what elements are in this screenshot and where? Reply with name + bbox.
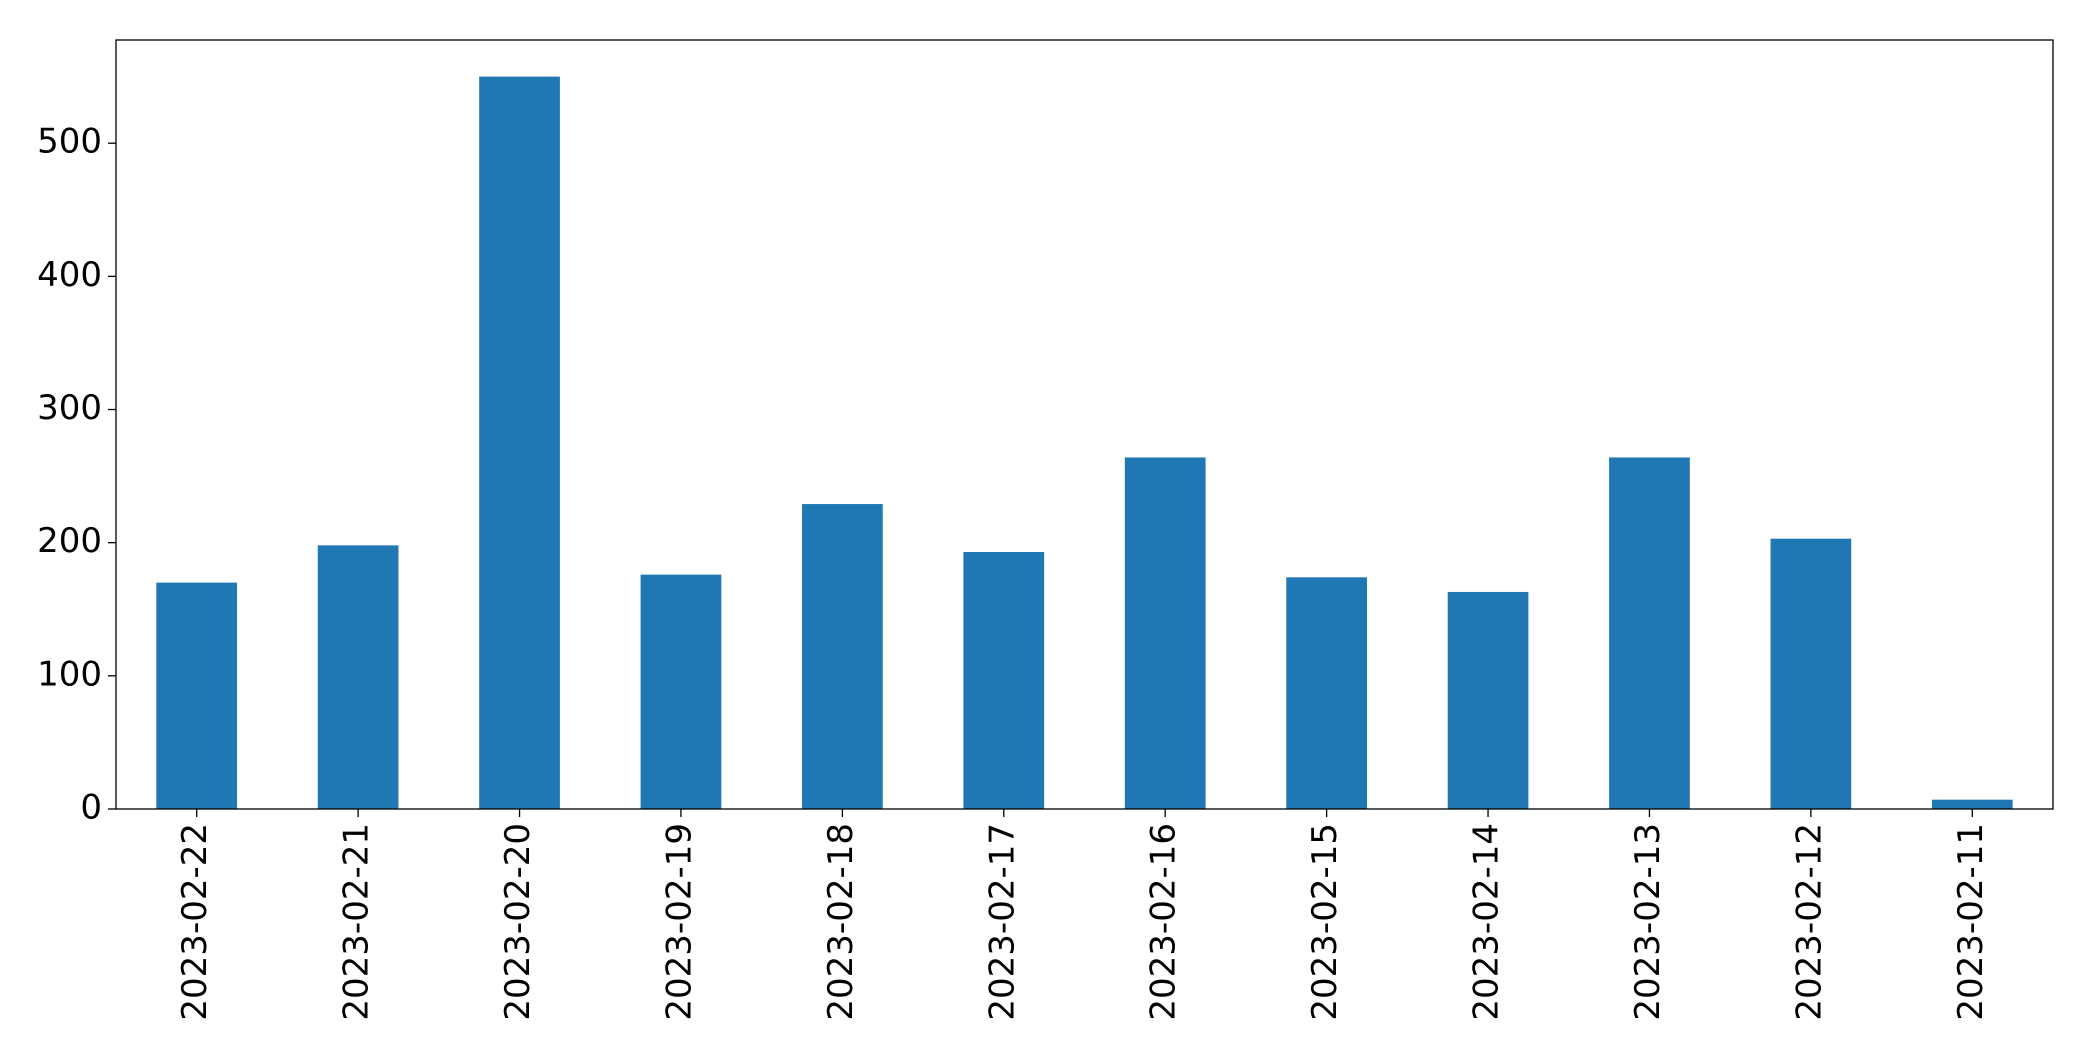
bar [640, 574, 722, 809]
y-tick-label: 0 [80, 788, 102, 828]
y-tick-label: 100 [37, 654, 102, 694]
bar [1124, 457, 1206, 809]
bar [479, 76, 560, 810]
x-tick-label: 2023-02-22 [175, 823, 215, 1021]
bar [1286, 577, 1367, 809]
y-tick-label: 500 [37, 122, 102, 162]
bar [317, 545, 399, 809]
x-tick-label: 2023-02-19 [659, 823, 699, 1021]
y-tick-label: 400 [37, 255, 102, 295]
y-tick-label: 300 [37, 388, 102, 428]
x-tick-label: 2023-02-18 [821, 823, 861, 1021]
bar [1609, 457, 1690, 809]
x-tick-label: 2023-02-16 [1144, 823, 1184, 1021]
y-tick-label: 200 [37, 521, 102, 561]
x-tick-label: 2023-02-20 [498, 823, 538, 1021]
bar [156, 582, 238, 809]
x-tick-label: 2023-02-13 [1628, 823, 1668, 1021]
bar [1447, 591, 1529, 809]
bar [1770, 538, 1852, 809]
bar [802, 504, 883, 809]
bar [1931, 799, 2013, 809]
bar [963, 552, 1045, 809]
x-tick-label: 2023-02-12 [1789, 823, 1829, 1021]
x-tick-label: 2023-02-11 [1951, 823, 1991, 1021]
x-tick-label: 2023-02-15 [1305, 823, 1345, 1021]
x-tick-label: 2023-02-14 [1467, 823, 1507, 1021]
x-tick-label: 2023-02-21 [337, 823, 377, 1021]
axes-frame [115, 39, 2054, 810]
x-tick-label: 2023-02-17 [982, 823, 1022, 1021]
